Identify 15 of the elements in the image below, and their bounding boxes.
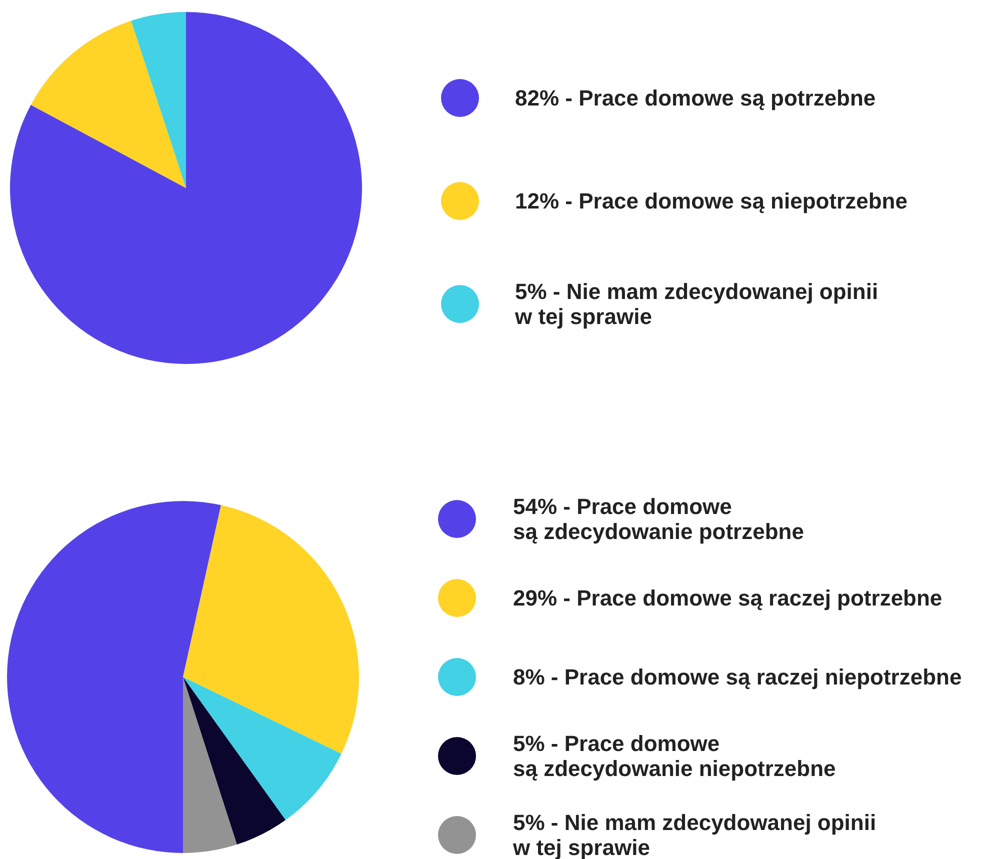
legend-label: 12% - Prace domowe są niepotrzebne	[515, 188, 908, 214]
legend-label: 82% - Prace domowe są potrzebne	[515, 86, 876, 110]
legend-label: 29% - Prace domowe są raczej potrzebne	[513, 586, 942, 610]
pie-slice	[131, 12, 186, 188]
pie-slice	[183, 677, 342, 820]
pie-slice	[183, 677, 237, 853]
legend-label: 5% - Prace domowe są zdecydowanie niepotrzebne	[513, 731, 836, 781]
pie-slice	[10, 12, 362, 364]
pie-slice	[30, 20, 186, 188]
pie-slice	[7, 501, 222, 853]
legend-label: 8% - Prace domowe są raczej niepotrzebne	[513, 664, 962, 690]
legend-label: 5% - Nie mam zdecydowanej opinii w tej sprawie	[515, 279, 878, 329]
pie-slice	[183, 505, 359, 754]
pie-slice	[183, 677, 286, 845]
legend-label: 54% - Prace domowe są zdecydowanie potrzebne	[513, 494, 804, 544]
